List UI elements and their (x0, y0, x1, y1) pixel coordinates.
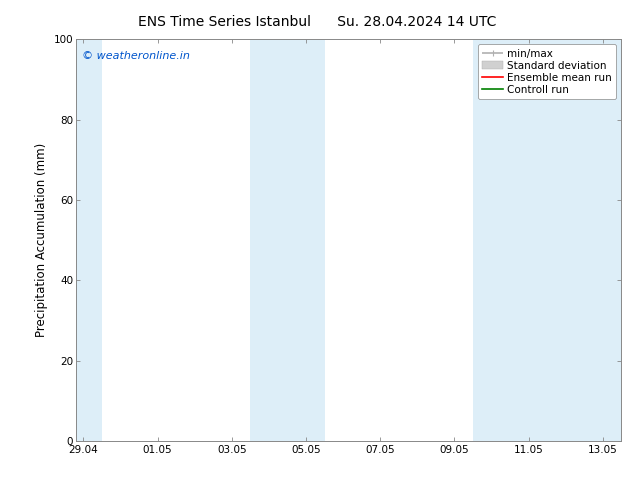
Legend: min/max, Standard deviation, Ensemble mean run, Controll run: min/max, Standard deviation, Ensemble me… (478, 45, 616, 99)
Bar (473, 39, 621, 441)
Bar (76, 39, 102, 441)
Bar (250, 39, 325, 441)
Text: ENS Time Series Istanbul      Su. 28.04.2024 14 UTC: ENS Time Series Istanbul Su. 28.04.2024 … (138, 15, 496, 29)
Y-axis label: Precipitation Accumulation (mm): Precipitation Accumulation (mm) (35, 143, 48, 337)
Text: © weatheronline.in: © weatheronline.in (82, 51, 190, 61)
